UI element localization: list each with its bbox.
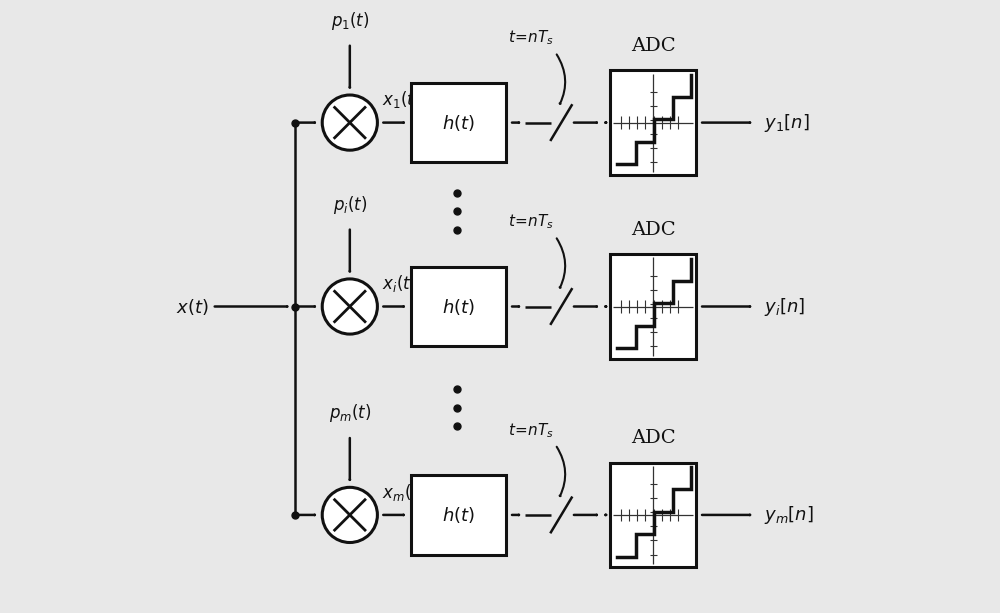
Text: $y_{m}[n]$: $y_{m}[n]$ [764, 504, 813, 526]
Bar [610, 463, 696, 567]
Text: $p_{1}(t)$: $p_{1}(t)$ [331, 10, 369, 32]
Text: $x_{1}(t)$: $x_{1}(t)$ [382, 89, 421, 110]
Text: $p_{m}(t)$: $p_{m}(t)$ [329, 402, 371, 424]
Text: $h(t)$: $h(t)$ [442, 297, 475, 316]
Circle shape [322, 95, 377, 150]
Text: $p_{i}(t)$: $p_{i}(t)$ [333, 194, 367, 216]
Text: $x(t)$: $x(t)$ [176, 297, 209, 316]
Text: $h(t)$: $h(t)$ [442, 113, 475, 132]
Text: $t\!=\!nT_s$: $t\!=\!nT_s$ [508, 212, 554, 231]
Text: $y_{1}[n]$: $y_{1}[n]$ [764, 112, 809, 134]
Text: ADC: ADC [631, 430, 676, 447]
Text: $x_{m}(t)$: $x_{m}(t)$ [382, 482, 424, 503]
Bar [411, 267, 506, 346]
Text: $x_{i}(t)$: $x_{i}(t)$ [382, 273, 416, 294]
Text: $t\!=\!nT_s$: $t\!=\!nT_s$ [508, 421, 554, 440]
Circle shape [322, 279, 377, 334]
Text: $t\!=\!nT_s$: $t\!=\!nT_s$ [508, 28, 554, 47]
Bar [411, 83, 506, 162]
Circle shape [322, 487, 377, 543]
Text: ADC: ADC [631, 221, 676, 239]
Text: $y_{i}[n]$: $y_{i}[n]$ [764, 295, 805, 318]
Text: $h(t)$: $h(t)$ [442, 505, 475, 525]
Bar [610, 70, 696, 175]
Bar [411, 475, 506, 555]
Text: ADC: ADC [631, 37, 676, 55]
Bar [610, 254, 696, 359]
